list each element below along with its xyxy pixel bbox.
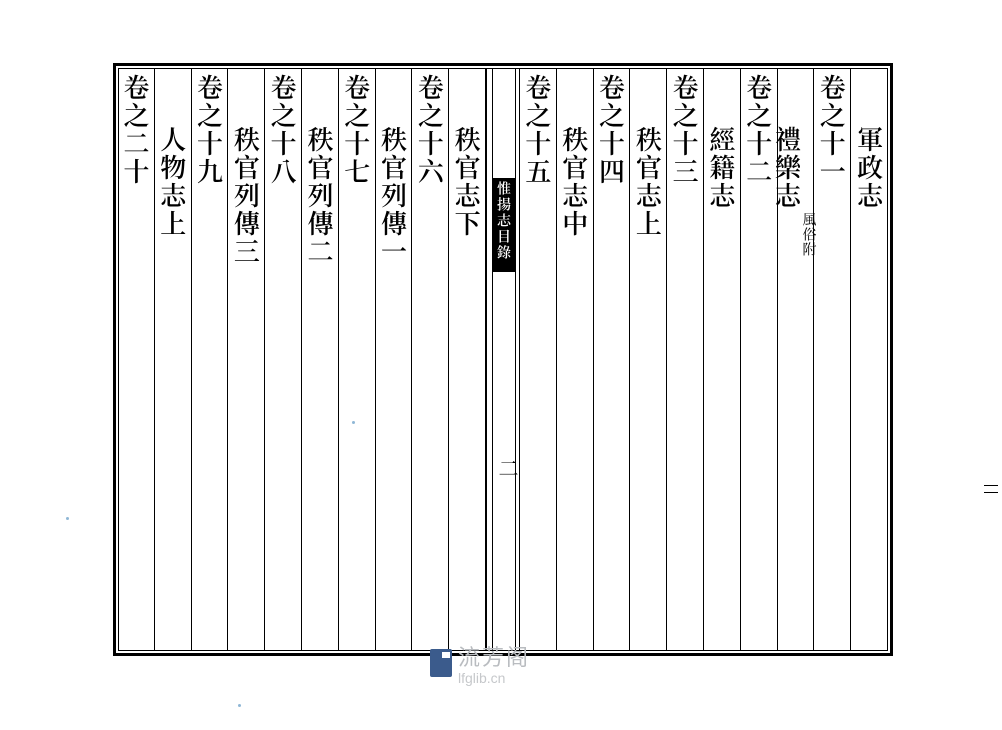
text-column: 卷之十六 <box>412 68 449 651</box>
watermark-cn: 流芳阁 <box>458 640 530 672</box>
section-title: 秩官志下 <box>454 126 480 238</box>
text-column: 卷之十七 <box>339 68 376 651</box>
volume-heading: 卷之十八 <box>270 74 296 186</box>
text-column: 卷之十五 <box>520 68 557 651</box>
text-column: 卷之十四 <box>594 68 631 651</box>
text-column: 人物志上 <box>155 68 192 651</box>
section-title: 軍政志 <box>857 126 883 210</box>
text-column: 秩官志下 <box>449 68 486 651</box>
section-title: 經籍志 <box>709 126 735 210</box>
spine-page-number: 二 <box>494 458 523 484</box>
volume-heading: 卷之十一 <box>819 74 845 186</box>
section-title: 秩官志上 <box>635 126 661 238</box>
spine-column: 惟揚志目錄二 <box>486 68 520 651</box>
text-column: 卷之二十 <box>118 68 155 651</box>
volume-heading: 卷之十九 <box>197 74 223 186</box>
spine-title: 惟揚志目錄 <box>494 178 514 261</box>
text-column: 軍政志 <box>851 68 888 651</box>
page-root: 軍政志卷之十一禮樂志風俗附卷之十二經籍志卷之十三秩官志上卷之十四秩官志中卷之十五… <box>0 0 1002 730</box>
columns-container: 軍政志卷之十一禮樂志風俗附卷之十二經籍志卷之十三秩官志上卷之十四秩官志中卷之十五… <box>118 68 888 651</box>
volume-heading: 卷之十三 <box>672 74 698 186</box>
volume-heading: 卷之十二 <box>746 74 772 186</box>
text-column: 卷之十一 <box>814 68 851 651</box>
section-title: 人物志上 <box>160 126 186 238</box>
text-column: 卷之十八 <box>265 68 302 651</box>
section-title: 秩官列傳三 <box>233 126 259 266</box>
text-column: 秩官列傳二 <box>302 68 339 651</box>
watermark-en: lfglib.cn <box>458 670 530 686</box>
volume-heading: 卷之十六 <box>417 74 443 186</box>
speck <box>238 704 241 707</box>
spine-rule <box>492 68 493 651</box>
spine-rule <box>515 68 516 651</box>
volume-heading: 卷之二十 <box>123 74 149 186</box>
volume-heading: 卷之十七 <box>344 74 370 186</box>
text-column: 卷之十三 <box>667 68 704 651</box>
text-column: 經籍志 <box>704 68 741 651</box>
text-column: 秩官列傳三 <box>228 68 265 651</box>
section-title: 秩官列傳二 <box>307 126 333 266</box>
text-column: 禮樂志風俗附 <box>778 68 815 651</box>
text-column: 秩官列傳一 <box>376 68 413 651</box>
watermark: 流芳阁 lfglib.cn <box>430 640 530 686</box>
text-column: 秩官志中 <box>557 68 594 651</box>
section-title: 禮樂志 <box>775 126 801 210</box>
book-icon <box>430 649 452 677</box>
watermark-text: 流芳阁 lfglib.cn <box>458 640 530 686</box>
volume-heading: 卷之十五 <box>525 74 551 186</box>
section-title: 秩官列傳一 <box>381 126 407 266</box>
speck <box>352 421 355 424</box>
section-title: 秩官志中 <box>562 126 588 238</box>
volume-heading: 卷之十四 <box>599 74 625 186</box>
text-column: 秩官志上 <box>630 68 667 651</box>
spine-title-box: 惟揚志目錄 <box>493 178 515 272</box>
speck <box>66 517 69 520</box>
text-column: 卷之十九 <box>192 68 229 651</box>
edge-tick <box>984 485 998 493</box>
